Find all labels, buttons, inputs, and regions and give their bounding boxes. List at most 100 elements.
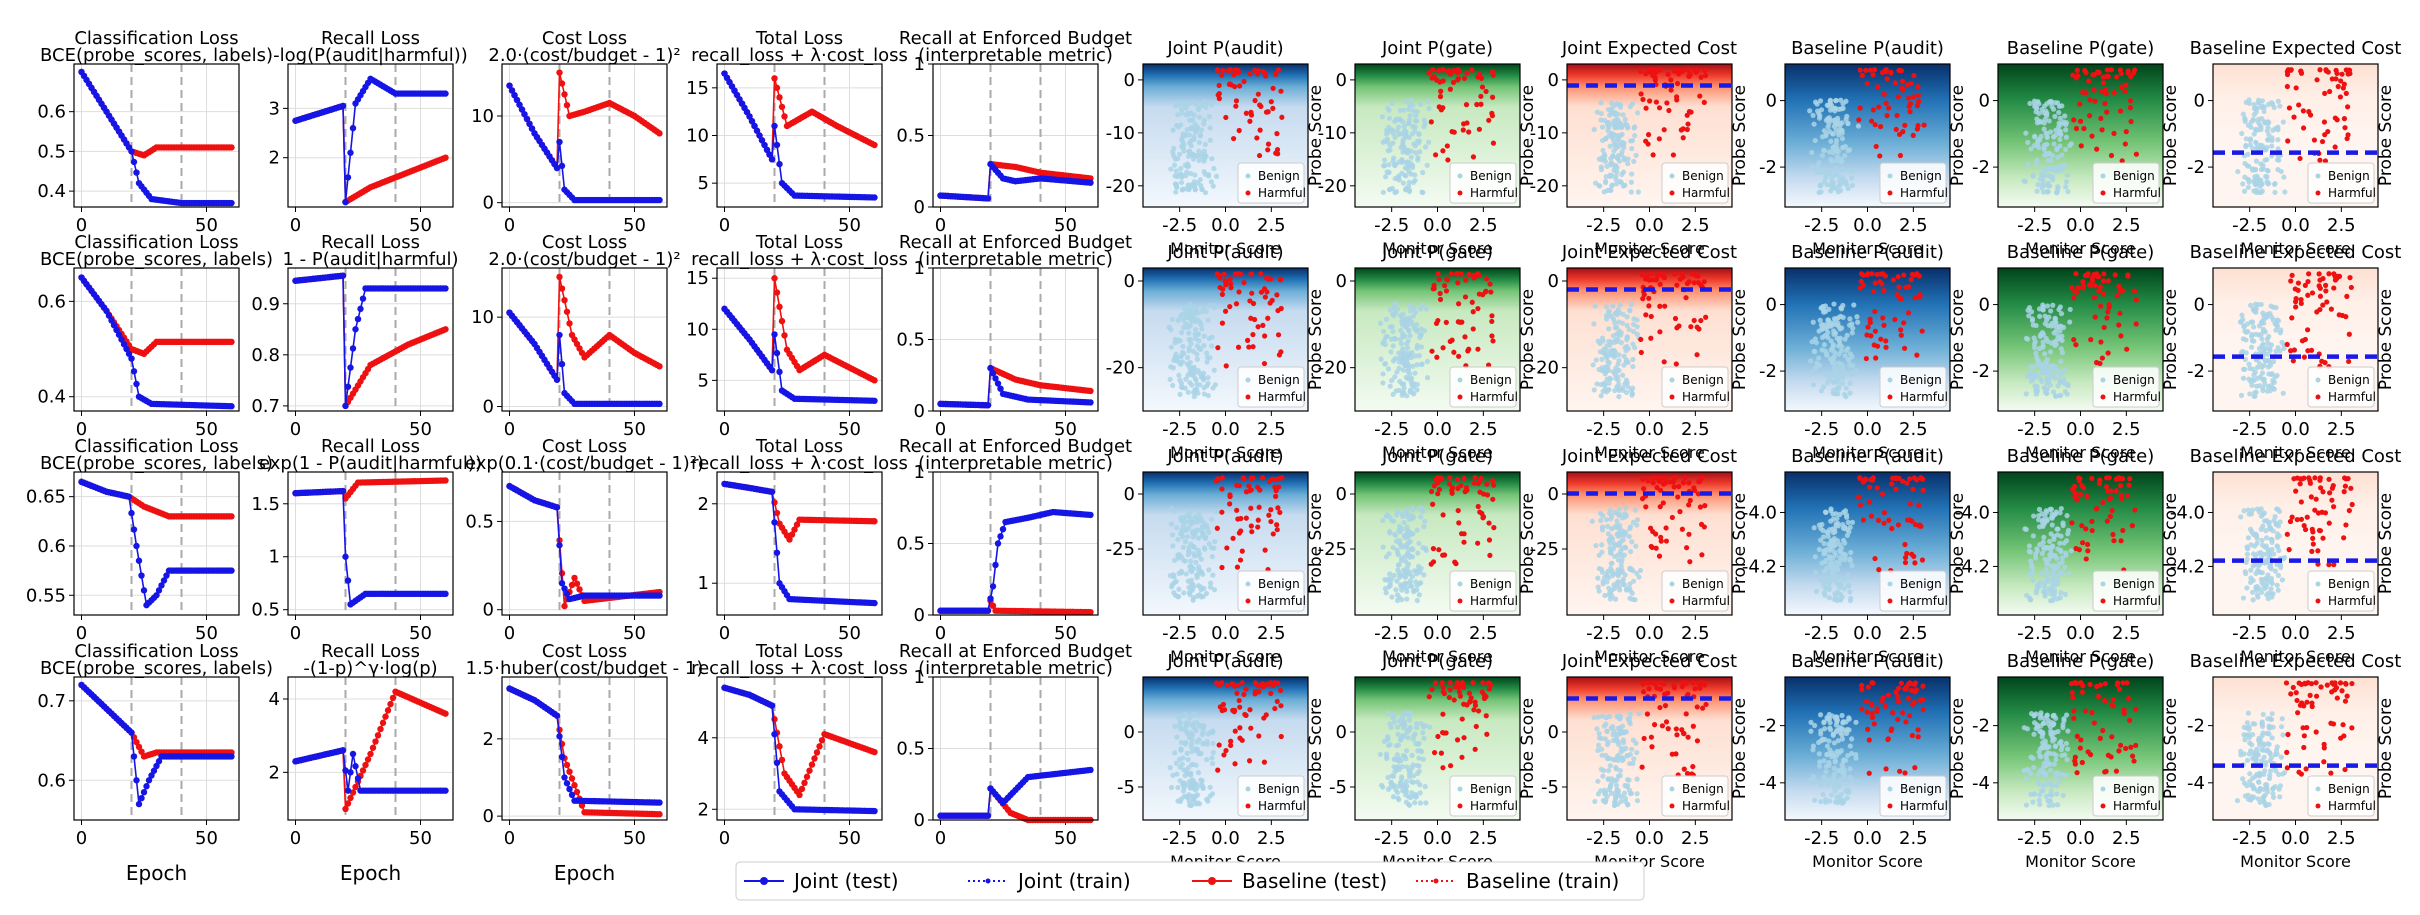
harmful-point xyxy=(1463,102,1470,108)
benign-point xyxy=(1628,179,1634,185)
joint-series-point xyxy=(871,397,878,404)
harmful-point xyxy=(1478,101,1484,107)
harmful-point xyxy=(1921,122,1927,128)
joint-series-point xyxy=(871,599,878,607)
benign-point xyxy=(1403,185,1409,192)
baseline-series-point xyxy=(228,513,235,520)
benign-point xyxy=(1197,382,1203,388)
harmful-point xyxy=(1223,363,1229,369)
x-tick-label: -2.5 xyxy=(1374,215,1409,236)
benign-point xyxy=(1412,309,1419,315)
benign-point xyxy=(1415,157,1421,163)
benign-point xyxy=(1599,155,1605,161)
harmful-point xyxy=(1684,126,1690,133)
benign-point xyxy=(1409,390,1415,396)
benign-point xyxy=(1424,375,1431,381)
harmful-point xyxy=(2117,67,2123,73)
harmful-point xyxy=(1489,113,1496,119)
benign-point xyxy=(1404,341,1410,347)
harmful-point xyxy=(1262,333,1268,339)
x-tick-label: 50 xyxy=(195,828,218,849)
benign-point xyxy=(2056,109,2062,116)
harmful-point xyxy=(1274,131,1280,137)
y-tick-label: 10 xyxy=(471,307,494,328)
baseline-series-point xyxy=(781,332,788,339)
benign-point xyxy=(1205,317,1211,323)
benign-point xyxy=(1809,150,1815,156)
harmful-point xyxy=(2345,132,2351,138)
legend-harmful-marker xyxy=(1669,190,1675,196)
harmful-point xyxy=(1230,135,1237,142)
harmful-point xyxy=(1900,78,1906,85)
benign-point xyxy=(2037,176,2043,182)
y-tick-label: -2 xyxy=(1972,157,1990,178)
benign-point xyxy=(2065,188,2071,195)
harmful-point xyxy=(1278,349,1284,355)
joint-series-point xyxy=(568,791,576,799)
harmful-point xyxy=(2089,133,2095,139)
harmful-point xyxy=(2083,90,2089,96)
benign-point xyxy=(2050,177,2056,183)
y-tick-label: 1.5 xyxy=(251,494,280,515)
panel-title: Baseline P(audit) xyxy=(1791,38,1944,59)
harmful-point xyxy=(2133,151,2140,157)
benign-point xyxy=(1838,106,1844,112)
joint-series-line xyxy=(509,687,660,804)
benign-point xyxy=(1421,328,1428,334)
benign-point xyxy=(1389,100,1395,107)
benign-point xyxy=(1823,175,1829,181)
harmful-point xyxy=(1907,109,1913,115)
joint-series-point xyxy=(125,350,133,357)
legend-harmful-label: Harmful xyxy=(1900,186,1948,200)
joint-series-point xyxy=(1087,511,1094,519)
legend-harmful-label: Harmful xyxy=(2113,186,2161,200)
benign-point xyxy=(1838,127,1845,134)
benign-point xyxy=(1210,385,1216,391)
joint-series-point xyxy=(344,787,352,794)
baseline-series-point xyxy=(656,363,663,370)
harmful-point xyxy=(1440,345,1446,351)
harmful-point xyxy=(1697,93,1703,99)
y-tick-label: 0.5 xyxy=(251,600,280,621)
panel-subtitle: 1.5·huber(cost/budget - 1) xyxy=(466,658,704,679)
benign-point xyxy=(1204,354,1211,361)
y-tick-label: 2 xyxy=(269,148,280,169)
legend-harmful-label: Harmful xyxy=(1258,390,1306,404)
benign-point xyxy=(1422,144,1429,150)
x-tick-label: 0 xyxy=(504,419,515,440)
harmful-point xyxy=(1679,68,1686,74)
y-axis-label: Probe Score xyxy=(1948,85,1968,186)
baseline-series-point xyxy=(776,743,783,750)
benign-point xyxy=(1168,166,1174,172)
benign-point xyxy=(1824,102,1830,108)
harmful-point xyxy=(1255,324,1261,330)
harmful-point xyxy=(1643,105,1649,111)
harmful-point xyxy=(1478,93,1484,99)
scatter-panel-r1-c4: Baseline P(audit)0-2-2.5 0.0 2.5BenignHarm… xyxy=(1759,38,1968,258)
harmful-point xyxy=(1857,67,1863,73)
joint-series-point xyxy=(339,747,347,754)
baseline-series-point xyxy=(656,811,663,818)
joint-series-point xyxy=(556,542,563,549)
benign-point xyxy=(1207,302,1213,308)
panel-subtitle: recall_loss + λ·cost_loss xyxy=(691,249,908,270)
baseline-series-point xyxy=(389,694,397,702)
scatter-panel-r1-c1: Joint P(audit)0-10-20-2.5 0.0 2.5BenignHar… xyxy=(1106,38,1326,258)
benign-point xyxy=(1814,108,1821,114)
harmful-point xyxy=(1645,132,1652,138)
benign-point xyxy=(1388,349,1394,355)
benign-point xyxy=(1834,137,1840,144)
harmful-point xyxy=(2343,90,2349,96)
benign-point xyxy=(2057,131,2064,137)
benign-point xyxy=(1193,377,1199,383)
y-tick-label: 0 xyxy=(1336,70,1347,91)
legend-harmful-label: Harmful xyxy=(1470,390,1518,404)
benign-point xyxy=(1407,308,1414,314)
joint-series-point xyxy=(228,567,235,574)
benign-point xyxy=(1414,381,1420,388)
benign-point xyxy=(2038,133,2044,140)
benign-point xyxy=(1827,97,1834,104)
benign-point xyxy=(2057,115,2063,121)
harmful-point xyxy=(2102,100,2108,107)
